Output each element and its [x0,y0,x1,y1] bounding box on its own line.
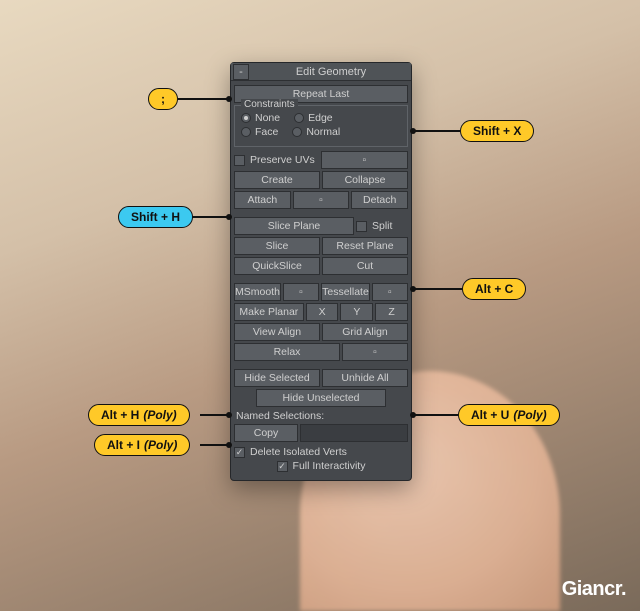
hide-selected-button[interactable]: Hide Selected [234,369,320,387]
reset-plane-button[interactable]: Reset Plane [322,237,408,255]
quickslice-button[interactable]: QuickSlice [234,257,320,275]
preserve-uvs-checkbox[interactable]: Preserve UVs [234,154,315,166]
checkbox-label: Full Interactivity [293,460,366,472]
planar-x-button[interactable]: X [306,303,339,321]
callout-alt-i: Alt + I(Poly) [94,434,190,456]
callout-semicolon: ; [148,88,178,110]
msmooth-button[interactable]: MSmooth [234,283,281,301]
attach-options-button[interactable]: ▫ [293,191,350,209]
collapse-button[interactable]: - [233,64,249,80]
msmooth-options-button[interactable]: ▫ [283,283,319,301]
tessellate-button[interactable]: Tessellate [321,283,370,301]
full-interactivity-checkbox[interactable]: Full Interactivity [277,460,366,472]
relax-options-button[interactable]: ▫ [342,343,408,361]
constraint-face-radio[interactable]: Face [241,126,278,138]
constraint-edge-radio[interactable]: Edge [294,112,333,124]
view-align-button[interactable]: View Align [234,323,320,341]
checkbox-label: Preserve UVs [250,154,315,166]
make-planar-button[interactable]: Make Planar [234,303,304,321]
slice-button[interactable]: Slice [234,237,320,255]
radio-label: Face [255,126,278,138]
delete-isolated-checkbox[interactable]: Delete Isolated Verts [234,446,347,458]
named-selections-label: Named Selections: [236,410,408,422]
checkbox-label: Delete Isolated Verts [250,446,347,458]
grid-align-button[interactable]: Grid Align [322,323,408,341]
callout-alt-u: Alt + U(Poly) [458,404,560,426]
brand-logo: Giancr. [562,578,626,601]
connector [412,130,460,132]
split-checkbox[interactable]: Split [356,220,408,232]
panel-body: Repeat Last Constraints None Edge Face N… [231,81,411,480]
radio-label: None [255,112,280,124]
connector [200,414,230,416]
callout-alt-c: Alt + C [462,278,526,300]
unhide-all-button[interactable]: Unhide All [322,369,408,387]
relax-button[interactable]: Relax [234,343,340,361]
cut-button[interactable]: Cut [322,257,408,275]
slice-plane-button[interactable]: Slice Plane [234,217,354,235]
radio-label: Normal [306,126,340,138]
checkbox-label: Split [372,220,392,232]
paste-field[interactable] [300,424,408,442]
planar-y-button[interactable]: Y [340,303,373,321]
edit-geometry-panel: - Edit Geometry Repeat Last Constraints … [230,62,412,481]
constraint-normal-radio[interactable]: Normal [292,126,340,138]
hide-unselected-button[interactable]: Hide Unselected [256,389,386,407]
connector [412,414,458,416]
callout-shift-h: Shift + H [118,206,193,228]
collapse-button-geo[interactable]: Collapse [322,171,408,189]
detach-button[interactable]: Detach [351,191,408,209]
tessellate-options-button[interactable]: ▫ [372,283,408,301]
create-button[interactable]: Create [234,171,320,189]
constraints-fieldset: Constraints None Edge Face Normal [234,105,408,147]
connector [200,444,230,446]
panel-title: Edit Geometry [251,66,411,78]
connector [178,98,230,100]
callout-alt-h: Alt + H(Poly) [88,404,190,426]
constraint-none-radio[interactable]: None [241,112,280,124]
connector [190,216,230,218]
constraints-label: Constraints [241,99,298,110]
panel-header: - Edit Geometry [231,63,411,81]
planar-z-button[interactable]: Z [375,303,408,321]
callout-shift-x: Shift + X [460,120,534,142]
attach-button[interactable]: Attach [234,191,291,209]
connector [412,288,462,290]
radio-label: Edge [308,112,333,124]
preserve-uvs-options-button[interactable]: ▫ [321,151,408,169]
copy-button[interactable]: Copy [234,424,298,442]
